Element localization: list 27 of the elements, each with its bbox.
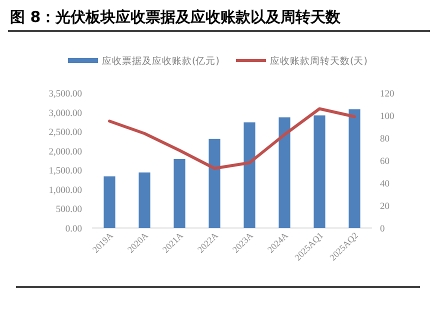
y2-tick-label: 40: [380, 180, 390, 190]
bar: [174, 158, 186, 228]
bar: [314, 115, 326, 228]
bar: [348, 109, 360, 228]
y2-tick-label: 120: [380, 90, 394, 100]
legend-label: 应收票据及应收账款(亿元): [102, 55, 220, 67]
y-tick-label: 1,500.00: [48, 166, 82, 177]
y-tick-label: 3,000.00: [48, 108, 82, 119]
y2-tick-label: 100: [380, 112, 394, 122]
y-tick-label: 1,000.00: [48, 186, 82, 196]
chart-title: 图 8：光伏板块应收票据及应收账款以及周转天数: [10, 8, 342, 26]
legend-label: 应收账款周转天数(天): [270, 55, 368, 67]
y-tick-label: 2,500.00: [48, 128, 82, 138]
bar: [244, 122, 256, 228]
bar: [138, 172, 150, 228]
y-tick-label: 0.00: [65, 224, 82, 234]
bar: [104, 176, 116, 228]
y-tick-label: 3,500.00: [48, 90, 82, 100]
bar: [208, 138, 220, 228]
y-tick-label: 500.00: [56, 205, 82, 216]
y-tick-label: 2,000.00: [48, 147, 82, 158]
y2-tick-label: 0: [380, 224, 385, 234]
y2-tick-label: 60: [380, 157, 390, 167]
y2-tick-label: 80: [380, 134, 390, 144]
bar: [278, 117, 290, 228]
y2-tick-label: 20: [380, 202, 390, 212]
line-series: [108, 107, 356, 170]
